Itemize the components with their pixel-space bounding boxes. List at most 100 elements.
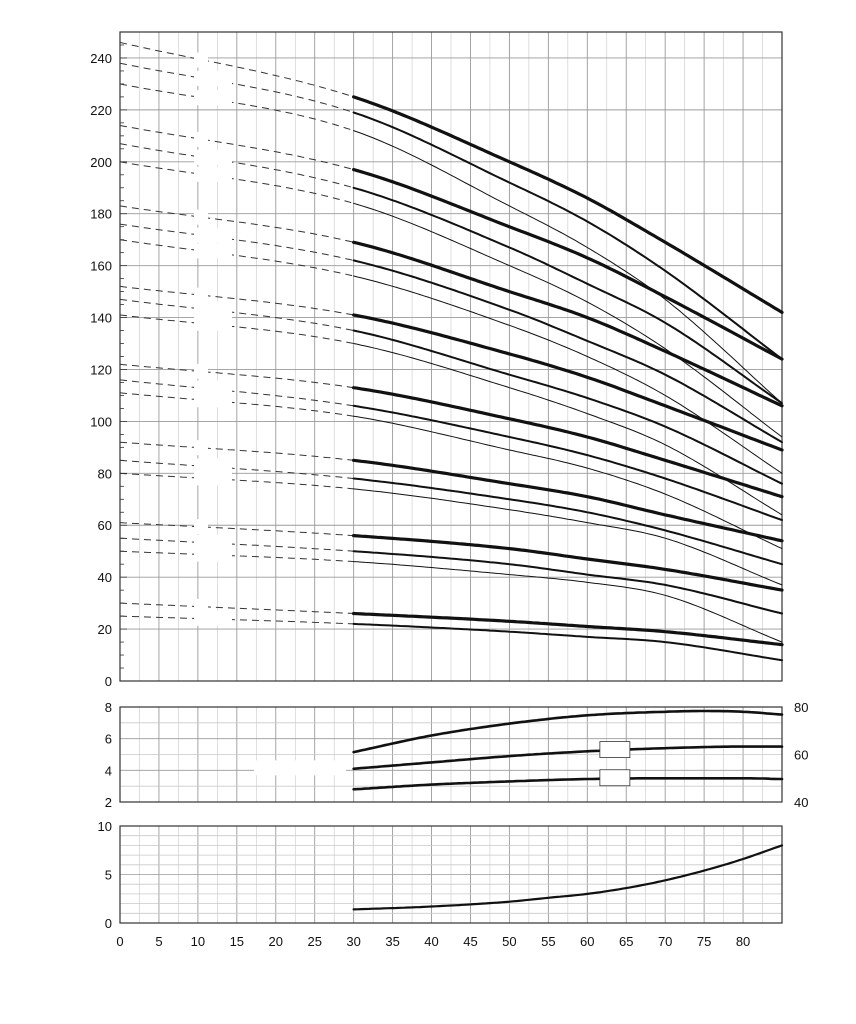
power-label-box [599,741,631,758]
x-tick-label: 0 [116,934,123,949]
head-curve [352,458,784,543]
x-tick-label: 60 [580,934,594,949]
head-curve [352,259,783,444]
head-curve [353,202,783,438]
y-tick-label: 240 [90,51,112,66]
head-curve-dashed [119,602,354,614]
curve-label-bg [194,519,208,535]
y-tick-label: 180 [90,207,112,222]
x-tick-label: 20 [269,934,283,949]
head-curve [352,111,783,361]
curve-label-bg [194,440,208,456]
head-curve-dashed [119,314,354,344]
head-curve [353,343,783,516]
y-tick-label: 160 [90,259,112,274]
head-curve-dashed [119,363,354,389]
head-curve-dashed [119,205,354,243]
curve-label-bg [194,546,232,562]
y-tick-label: 140 [90,311,112,326]
y-tick-label: 20 [98,622,112,637]
head-curve [353,488,783,586]
curve-label-bg [194,534,232,550]
curve-label-bg [194,287,208,303]
head-curve-dashed [119,550,354,563]
head-curve-dashed [119,41,354,98]
x-tick-label: 15 [230,934,244,949]
head-curve [352,550,783,615]
head-curve [352,534,784,592]
y-tick-label: 4 [105,763,112,778]
head-curve-dashed [119,239,354,277]
power-label-box [599,769,631,787]
curve-label-bg [194,301,232,317]
curve-label-bg [194,209,208,225]
head-curve-dashed [119,615,354,625]
x-tick-label: 55 [541,934,555,949]
head-curve [352,386,784,499]
y-tick-label: 0 [105,674,112,689]
head-curve [352,329,783,485]
y-tick-label: 0 [105,916,112,931]
y-tick-label: 120 [90,362,112,377]
curve-label-bg [194,166,232,182]
y2-tick-label: 60 [794,748,808,763]
head-curve [352,95,784,314]
head-curve-dashed [119,379,354,407]
y-tick-label: 40 [98,570,112,585]
head-chart: 0 20 40 60 80 100 120 140 160 180 200 220 240 [90,31,784,689]
head-curve [352,622,783,662]
head-curve [352,186,783,405]
y-tick-label: 220 [90,103,112,118]
y-tick-label: 5 [105,868,112,883]
head-curve [352,477,783,566]
y-tick-label: 100 [90,414,112,429]
y-tick-label: 8 [105,700,112,715]
power-curve [352,745,784,771]
npsh-curve [352,844,784,911]
head-curve-dashed [119,125,354,171]
head-curve-dashed [119,298,354,331]
y-tick-label: 80 [98,466,112,481]
head-curve-dashed [119,522,354,537]
head-curve-dashed [119,62,354,113]
y2-tick-label: 80 [794,700,808,715]
head-curve [352,240,784,408]
head-curve-dashed [119,161,354,204]
curve-label-bg [194,131,208,147]
curve-label-bg [194,470,232,486]
curve-label-bg [194,90,232,106]
head-curve-dashed [119,392,354,417]
stage-label-bg [254,760,346,776]
head-curve [352,313,784,452]
plot-frame [119,706,783,803]
power-efficiency-chart: 2 4 6 8 40 60 80 [105,700,809,810]
head-curve [353,561,783,643]
x-tick-label: 50 [502,934,516,949]
x-tick-label: 75 [697,934,711,949]
x-tick-label: 35 [385,934,399,949]
head-curve [352,404,783,521]
plot-frame [119,825,783,924]
x-tick-label: 80 [736,934,750,949]
head-curve-dashed [119,472,354,490]
head-curve-dashed [119,459,354,479]
x-tick-label: 5 [155,934,162,949]
x-tick-label: 45 [463,934,477,949]
y-tick-label: 10 [98,819,112,834]
head-curve [352,168,784,361]
y2-tick-label: 40 [794,795,808,810]
y-tick-label: 200 [90,155,112,170]
head-curve-dashed [119,223,354,261]
x-tick-label: 10 [191,934,205,949]
head-curve [352,611,784,647]
x-tick-label: 25 [307,934,321,949]
curve-label-bg [194,149,232,165]
head-curve-dashed [119,83,354,132]
power-curve [352,709,784,754]
curve-label-bg [194,380,232,396]
curve-label-bg [194,315,232,331]
curve-label-bg [194,70,232,86]
curve-label-bg [194,458,232,474]
x-tick-label: 65 [619,934,633,949]
